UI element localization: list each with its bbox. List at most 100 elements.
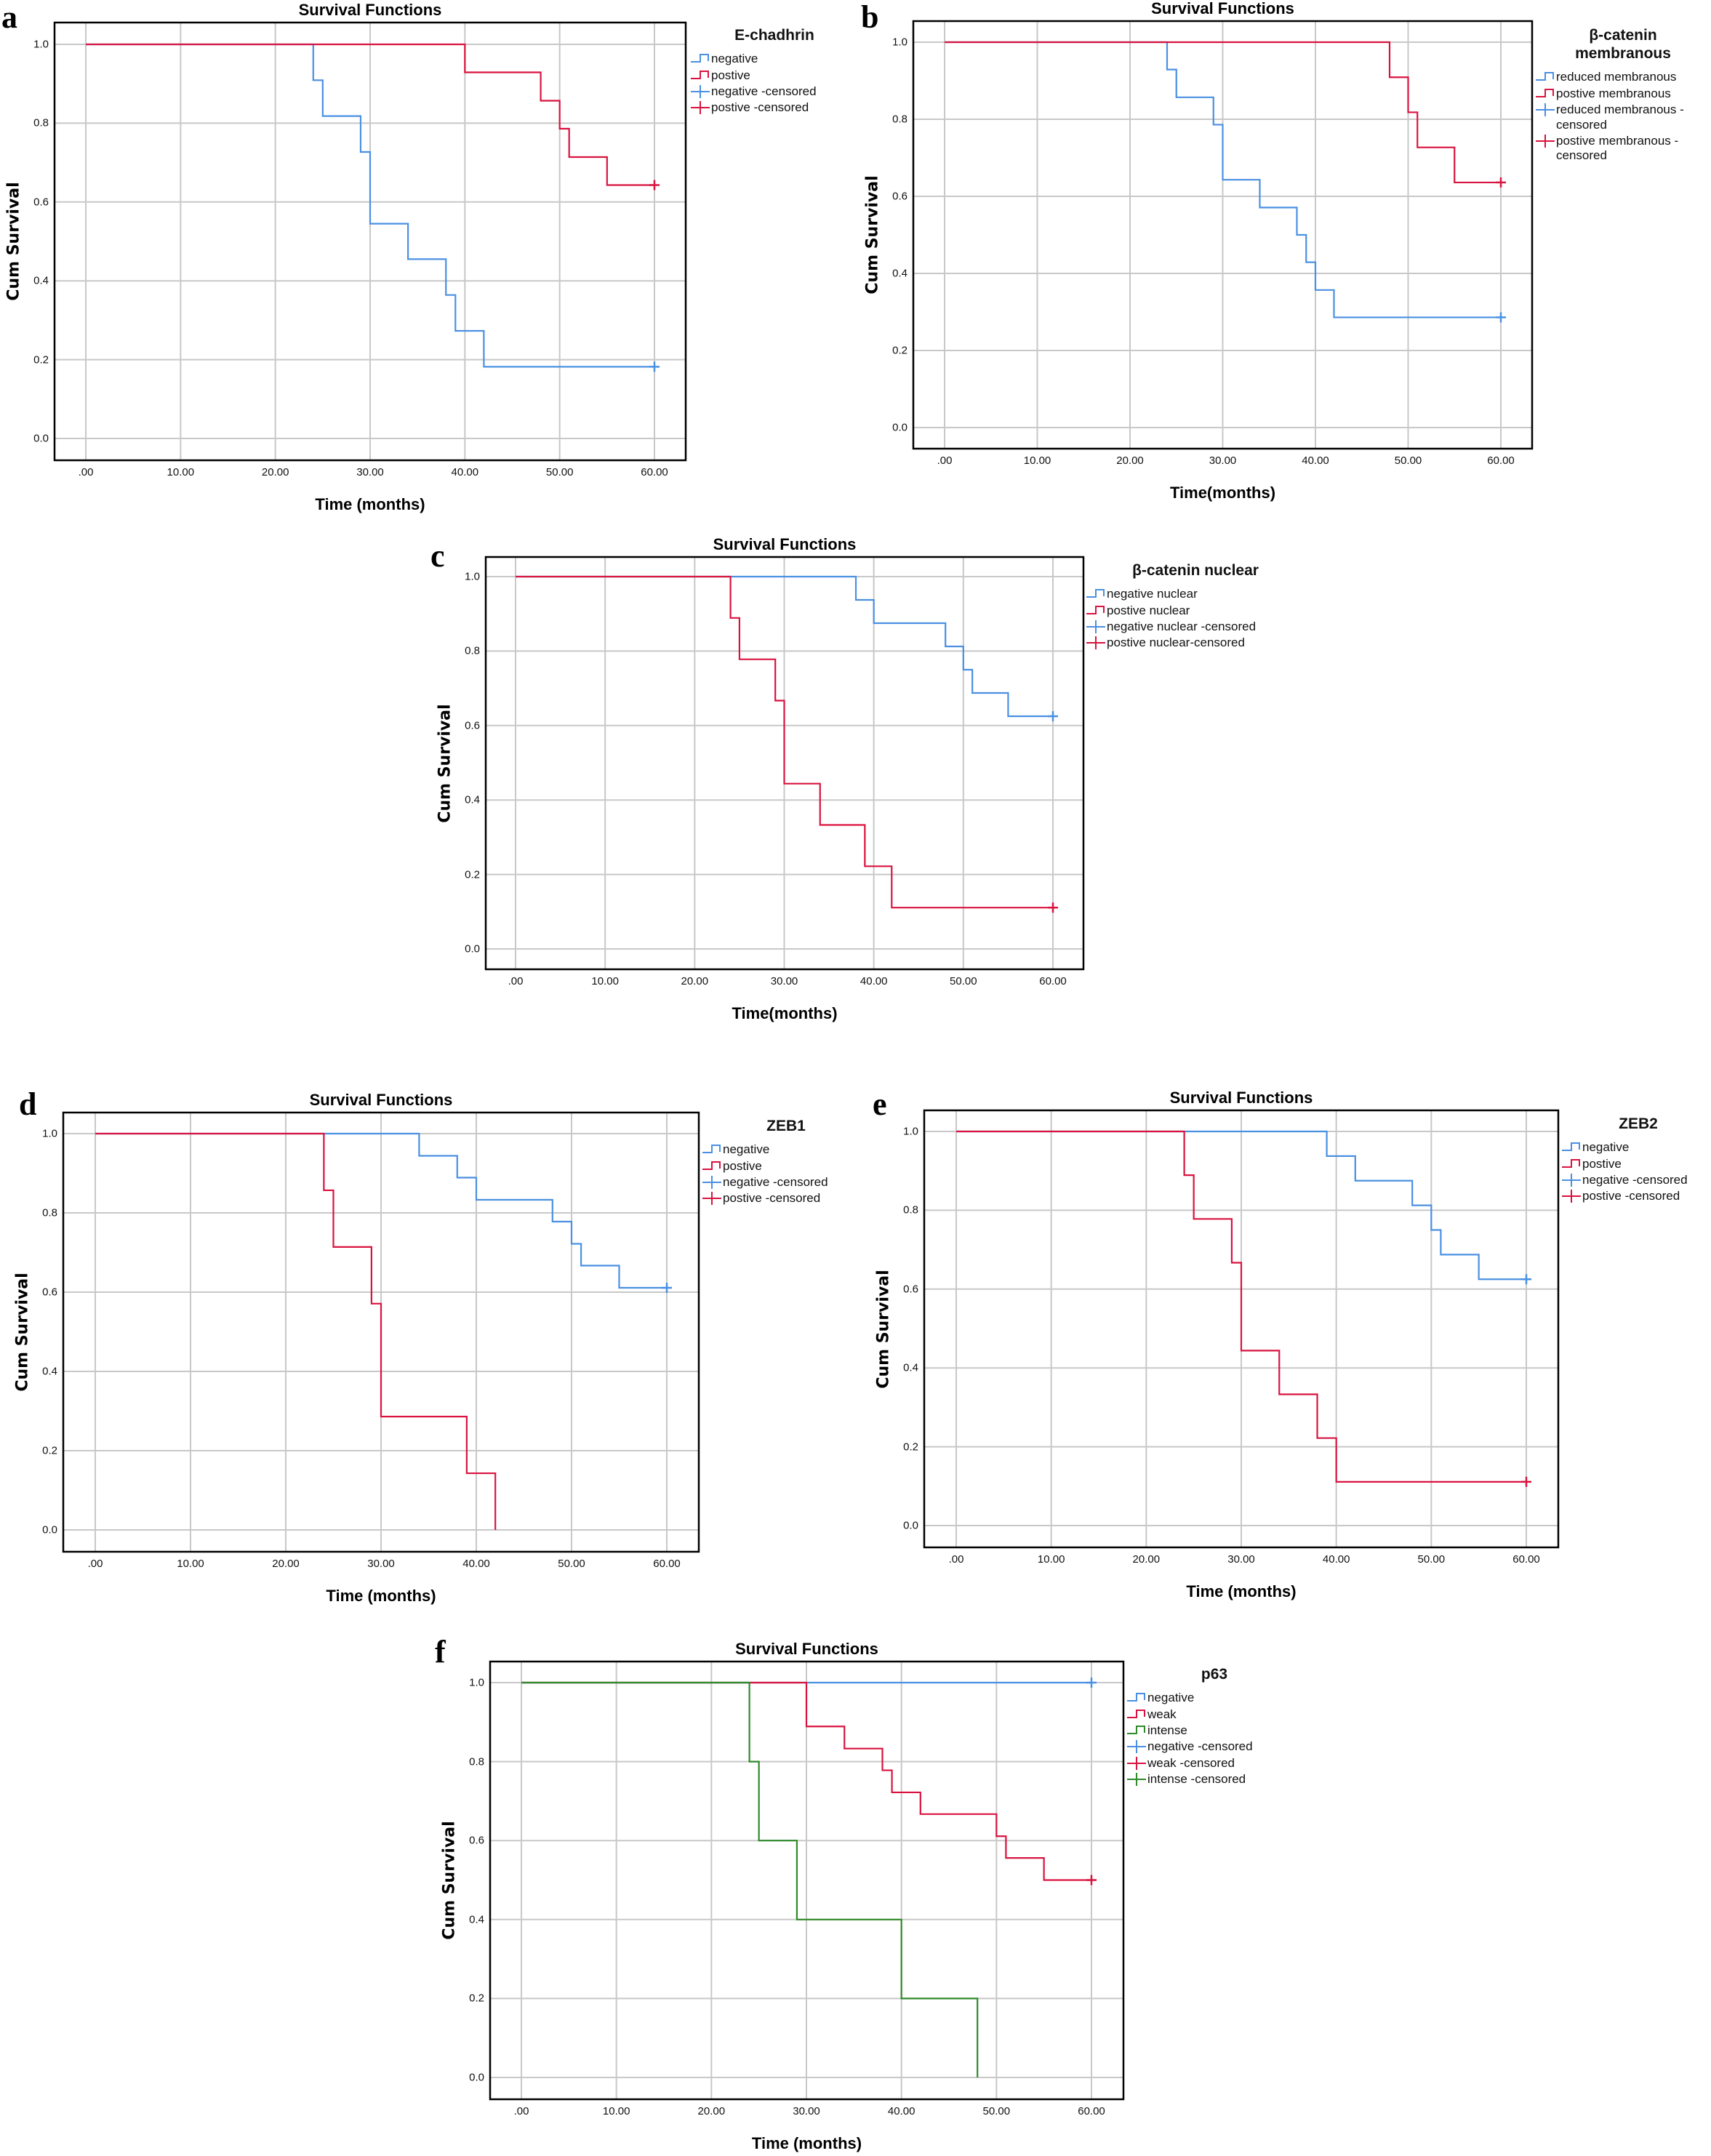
- legend-item: postive membranous - censored: [1536, 134, 1710, 164]
- y-tick-label: 1.0: [903, 1125, 918, 1138]
- chart-title: Survival Functions: [1151, 0, 1294, 17]
- censor-marker: [662, 1283, 672, 1294]
- legend-label: intense -censored: [1147, 1772, 1246, 1787]
- censor-cross-icon: [702, 1175, 721, 1189]
- x-tick-label: 10.00: [1023, 454, 1051, 467]
- series-line-postive: [86, 43, 654, 186]
- censor-cross-icon: [702, 1192, 721, 1206]
- y-tick-label: 1.0: [42, 1127, 57, 1140]
- y-tick-label: 0.2: [892, 344, 907, 357]
- x-axis-label: Time (months): [751, 2134, 862, 2152]
- legend-title: p63: [1201, 1666, 1228, 1683]
- x-tick-label: 60.00: [1512, 1553, 1540, 1566]
- legend-title: E-chadhrin: [734, 27, 814, 44]
- step-line-icon: [1562, 1142, 1580, 1152]
- legend: β-catenin nuclear negative nuclear postive…: [1086, 561, 1305, 652]
- y-tick-label: 0.0: [465, 942, 480, 955]
- legend: E-chadhrin negative postive negative -censo…: [691, 26, 858, 117]
- x-tick-label: 60.00: [653, 1558, 681, 1570]
- legend-label: negative nuclear -censored: [1107, 619, 1257, 633]
- x-axis-label: Time (months): [326, 1587, 436, 1605]
- legend-item: intense -censored: [1127, 1772, 1302, 1787]
- censor-marker: [1048, 902, 1058, 913]
- censor-marker: [649, 180, 660, 191]
- x-tick-label: 60.00: [641, 466, 668, 478]
- chart-title: Survival Functions: [713, 535, 857, 553]
- x-tick-label: 40.00: [451, 466, 479, 478]
- legend-item: negative nuclear: [1086, 587, 1305, 601]
- y-tick-label: 0.0: [469, 2071, 484, 2084]
- x-tick-label: 30.00: [770, 975, 798, 987]
- plot-frame: [53, 21, 687, 462]
- y-tick-label: 0.8: [892, 113, 907, 126]
- y-axis-label: Cum Survival: [13, 1273, 32, 1392]
- x-tick-label: 40.00: [859, 975, 888, 987]
- censor-cross-icon: [691, 101, 710, 115]
- y-tick-label: 0.6: [903, 1283, 918, 1296]
- y-tick-label: 0.6: [469, 1834, 484, 1847]
- x-tick-label: 10.00: [1037, 1553, 1065, 1566]
- x-tick-label: .00: [78, 466, 94, 478]
- legend-item: postive -censored: [691, 100, 858, 115]
- legend-label: postive nuclear-censored: [1107, 636, 1245, 650]
- series-line-intense: [521, 1681, 979, 2077]
- chart-title: Survival Functions: [1169, 1089, 1313, 1107]
- legend-item: negative -censored: [1562, 1173, 1711, 1187]
- y-tick-label: 0.6: [33, 196, 49, 209]
- censor-cross-icon: [1127, 1756, 1146, 1770]
- legend-label: reduced membranous: [1556, 70, 1677, 84]
- y-tick-label: 0.2: [465, 868, 480, 881]
- x-tick-label: 60.00: [1487, 454, 1515, 467]
- step-line-icon: [1127, 1725, 1145, 1734]
- legend-label: reduced membranous - censored: [1556, 103, 1684, 132]
- legend-item: negative: [1127, 1691, 1302, 1705]
- y-tick-label: 0.2: [33, 353, 49, 366]
- series-line-negative: [86, 43, 654, 368]
- plot-frame: [923, 1109, 1560, 1549]
- plot-frame: [489, 1660, 1125, 2101]
- step-line-icon: [702, 1161, 721, 1170]
- y-tick-label: 0.6: [465, 719, 480, 732]
- step-line-icon: [691, 70, 709, 79]
- series-line-postive: [956, 1130, 1526, 1483]
- legend-item: negative -censored: [691, 84, 858, 99]
- legend-item: postive nuclear: [1086, 604, 1305, 618]
- legend-item: reduced membranous: [1536, 70, 1710, 84]
- step-line-icon: [702, 1145, 721, 1154]
- x-tick-label: .00: [937, 454, 953, 467]
- step-line-icon: [1536, 88, 1554, 97]
- x-axis-label: Time(months): [1169, 484, 1276, 502]
- step-line-icon: [1562, 1158, 1580, 1168]
- step-line-icon: [1127, 1709, 1145, 1718]
- y-tick-label: 0.6: [892, 190, 907, 203]
- x-axis-label: Time (months): [315, 495, 425, 513]
- y-tick-label: 0.0: [42, 1523, 57, 1536]
- y-tick-label: 1.0: [469, 1676, 484, 1689]
- legend-label: postive membranous - censored: [1556, 133, 1679, 163]
- y-tick-label: 0.4: [465, 793, 480, 806]
- x-tick-label: 30.00: [356, 466, 384, 478]
- censor-marker: [1496, 177, 1506, 188]
- legend-label: weak: [1147, 1707, 1177, 1721]
- y-tick-label: 0.4: [469, 1913, 484, 1926]
- legend-label: intense: [1147, 1723, 1187, 1737]
- y-tick-label: 0.4: [33, 274, 49, 287]
- x-tick-label: 50.00: [1394, 454, 1422, 467]
- x-tick-label: 60.00: [1078, 2105, 1105, 2117]
- legend-item: postive -censored: [1562, 1189, 1711, 1203]
- x-tick-label: 10.00: [167, 466, 195, 478]
- legend-label: postive membranous: [1556, 86, 1671, 100]
- step-line-icon: [1536, 72, 1554, 81]
- legend-label: postive: [1582, 1156, 1622, 1171]
- x-tick-label: 40.00: [1322, 1553, 1350, 1566]
- y-tick-label: 0.8: [903, 1203, 918, 1217]
- legend-label: postive -censored: [1582, 1189, 1680, 1203]
- censor-cross-icon: [1127, 1773, 1146, 1787]
- x-tick-label: 30.00: [367, 1558, 395, 1570]
- censor-cross-icon: [1086, 620, 1105, 633]
- legend-label: negative nuclear: [1107, 587, 1198, 601]
- legend-item: negative: [1562, 1140, 1711, 1155]
- panel-letter: e: [873, 1086, 887, 1122]
